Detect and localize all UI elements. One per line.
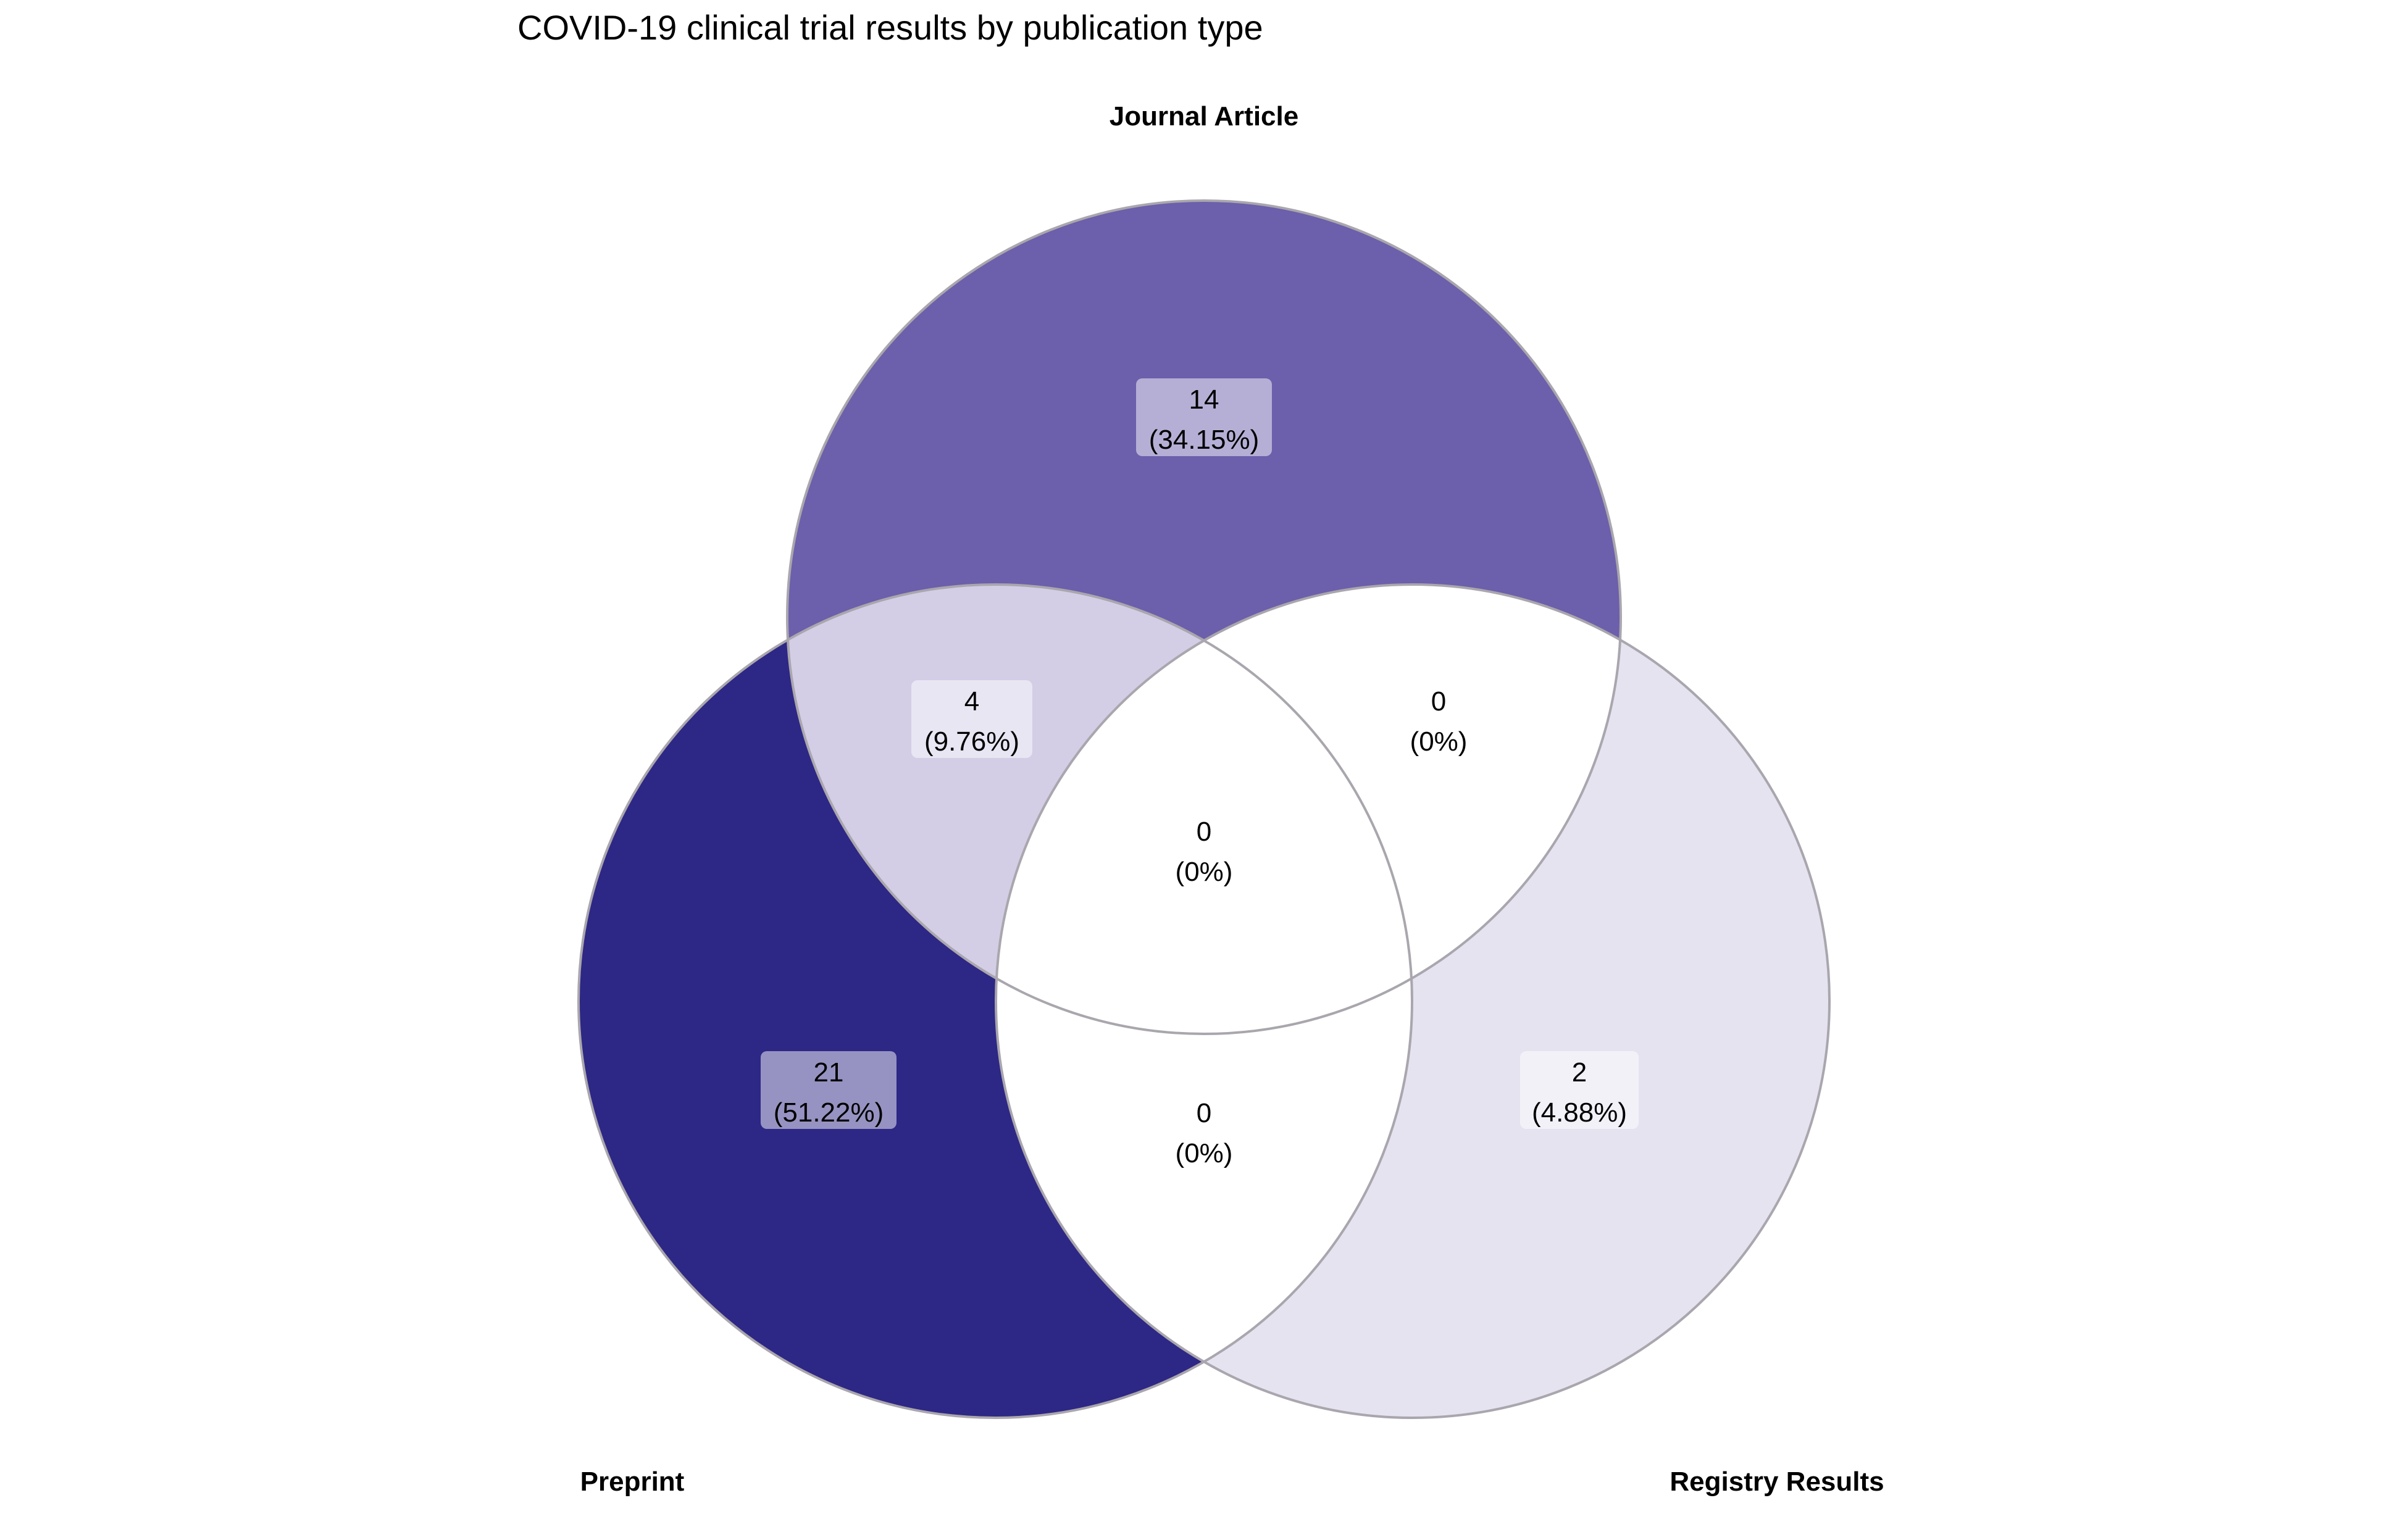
region-count: 4 bbox=[964, 686, 979, 717]
region-label-box bbox=[1520, 1051, 1639, 1129]
region-percent: (51.22%) bbox=[774, 1097, 884, 1128]
region-label-preprint-registry: 0 (0%) bbox=[1176, 1098, 1233, 1168]
region-label-journal-preprint: 4 (9.76%) bbox=[911, 680, 1032, 758]
region-percent: (0%) bbox=[1176, 1138, 1233, 1168]
region-label-box bbox=[911, 680, 1032, 758]
preprint-registry-overlap bbox=[996, 585, 1412, 1418]
region-label-journal-registry: 0 (0%) bbox=[1410, 686, 1468, 757]
region-count: 0 bbox=[1431, 686, 1446, 717]
region-count: 21 bbox=[814, 1057, 844, 1088]
set-label-preprint: Preprint bbox=[580, 1467, 685, 1497]
region-percent: (0%) bbox=[1176, 857, 1233, 887]
set-label-registry-results: Registry Results bbox=[1670, 1467, 1884, 1497]
region-count: 0 bbox=[1197, 1098, 1211, 1128]
region-label-journal-only: 14 (34.15%) bbox=[1136, 378, 1272, 456]
region-label-registry-only: 2 (4.88%) bbox=[1520, 1051, 1639, 1129]
region-label-preprint-only: 21 (51.22%) bbox=[761, 1051, 897, 1129]
region-count: 0 bbox=[1197, 817, 1211, 847]
region-label-all-three: 0 (0%) bbox=[1176, 817, 1233, 887]
region-count: 14 bbox=[1189, 385, 1219, 415]
region-label-box bbox=[1136, 378, 1272, 456]
region-percent: (9.76%) bbox=[924, 726, 1019, 757]
region-label-box bbox=[761, 1051, 897, 1129]
region-percent: (4.88%) bbox=[1532, 1097, 1627, 1128]
set-label-journal-article: Journal Article bbox=[1110, 101, 1298, 131]
chart-title: COVID-19 clinical trial results by publi… bbox=[517, 8, 1263, 47]
region-percent: (0%) bbox=[1410, 726, 1468, 757]
circle-outlines bbox=[577, 199, 1831, 1419]
region-count: 2 bbox=[1572, 1057, 1587, 1088]
region-percent: (34.15%) bbox=[1149, 425, 1260, 455]
